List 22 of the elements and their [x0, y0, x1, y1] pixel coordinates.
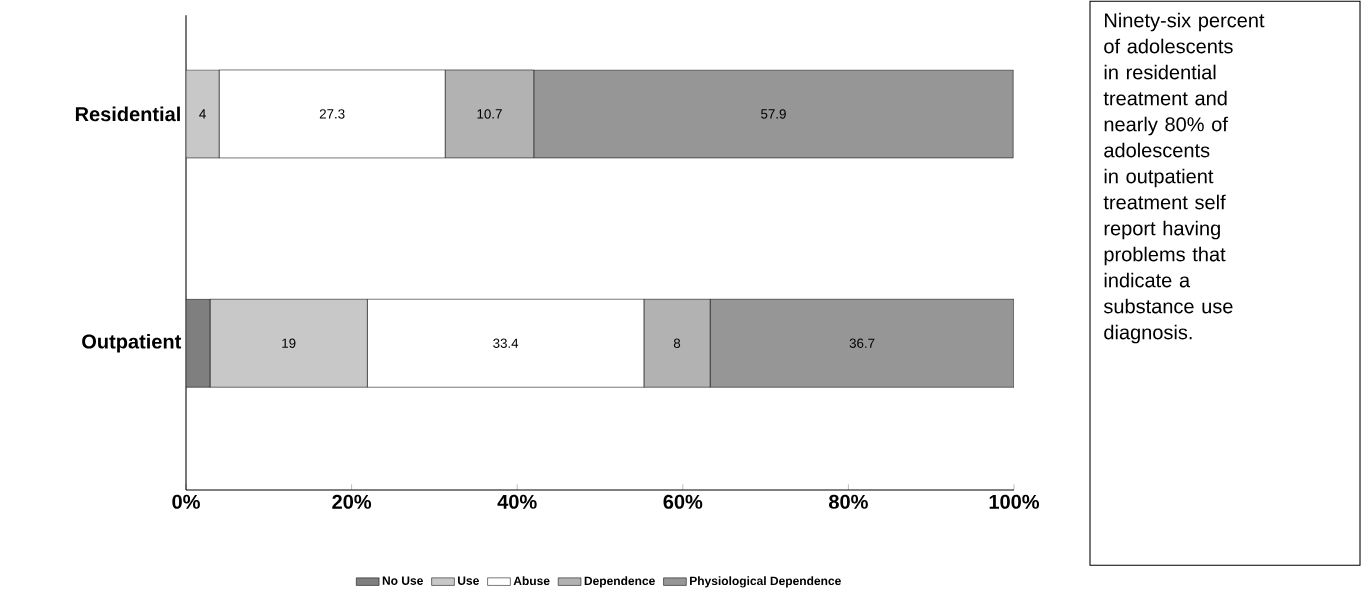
x-tick-label: 0%	[172, 494, 200, 509]
y-tick-label: Outpatient	[82, 333, 182, 353]
x-tick-label: 20%	[332, 494, 372, 509]
data-label: 19	[282, 338, 296, 348]
x-tick-label: 60%	[663, 494, 703, 509]
x-tick-label: 80%	[829, 494, 868, 509]
legend-label: Dependence	[584, 576, 655, 588]
data-label: 33.4	[493, 338, 519, 348]
data-label: 4	[199, 109, 206, 119]
x-tick-label: 100%	[989, 494, 1040, 509]
text: Ninety-six percent of adolescents in residential treatment and nearly 80% of adolescents in outpatient treatment self report having problems that indicate a substance use diagnosis.	[1103, 12, 1265, 344]
data-label: 10.7	[477, 109, 502, 119]
y-tick-label: Residential	[75, 106, 180, 122]
x-tick-label: 40%	[497, 494, 537, 509]
data-label: 36.7	[849, 338, 875, 348]
legend-label: No Use	[382, 576, 423, 585]
data-label: 57.9	[761, 109, 786, 119]
legend-label: Physiological Dependence	[690, 576, 841, 588]
data-label: 27.3	[319, 109, 345, 119]
legend-label: Abuse	[513, 576, 550, 585]
data-label: 8	[673, 338, 681, 348]
legend-label: Use	[458, 576, 479, 585]
